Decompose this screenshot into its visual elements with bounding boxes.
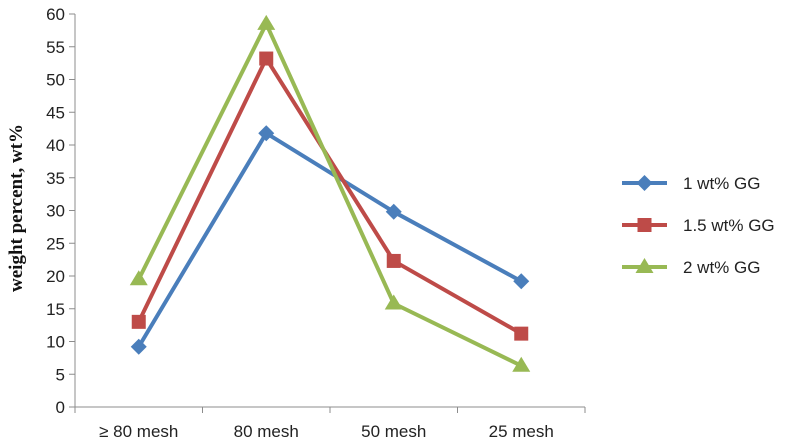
y-axis-label: weight percent, wt% — [6, 124, 27, 292]
y-tick-label: 0 — [56, 398, 65, 417]
x-axis: ≥ 80 mesh 80 mesh 50 mesh 25 mesh — [75, 407, 585, 441]
legend-item: 1.5 wt% GG — [622, 216, 775, 235]
legend-label: 1 wt% GG — [683, 174, 760, 193]
y-tick-label: 5 — [56, 365, 65, 384]
x-tick-label: 80 mesh — [234, 422, 299, 441]
data-point-marker — [513, 273, 529, 289]
legend-marker — [638, 218, 652, 232]
x-tick-label: ≥ 80 mesh — [99, 422, 178, 441]
line-chart: 0 5 10 15 20 25 30 35 40 45 50 55 60 ≥ 80 mesh 80 mes… — [0, 0, 800, 443]
y-tick-label: 40 — [46, 136, 65, 155]
legend-item: 2 wt% GG — [622, 258, 760, 277]
series-line — [139, 59, 522, 334]
data-point-marker — [514, 327, 528, 341]
x-tick-label: 25 mesh — [489, 422, 554, 441]
y-tick-label: 30 — [46, 202, 65, 221]
y-tick-label: 15 — [46, 300, 65, 319]
y-tick-label: 55 — [46, 38, 65, 57]
y-axis: 0 5 10 15 20 25 30 35 40 45 50 55 60 — [46, 5, 75, 417]
legend: 1 wt% GG 1.5 wt% GG 2 wt% GG — [622, 174, 775, 277]
y-tick-label: 35 — [46, 169, 65, 188]
data-point-marker — [259, 52, 273, 66]
data-point-marker — [130, 270, 148, 285]
series-2 — [132, 52, 529, 341]
y-tick-label: 25 — [46, 234, 65, 253]
series-line — [139, 24, 522, 366]
y-tick-label: 45 — [46, 103, 65, 122]
y-tick-label: 50 — [46, 71, 65, 90]
legend-label: 1.5 wt% GG — [683, 216, 775, 235]
series-3 — [130, 15, 531, 372]
legend-label: 2 wt% GG — [683, 258, 760, 277]
data-point-marker — [387, 254, 401, 268]
legend-item: 1 wt% GG — [622, 174, 760, 193]
y-tick-label: 20 — [46, 267, 65, 286]
data-point-marker — [257, 15, 275, 30]
y-tick-label: 60 — [46, 5, 65, 24]
x-tick-label: 50 mesh — [361, 422, 426, 441]
legend-marker — [637, 175, 653, 191]
data-point-marker — [385, 295, 403, 310]
y-tick-label: 10 — [46, 333, 65, 352]
series-layer — [130, 15, 531, 372]
data-point-marker — [132, 315, 146, 329]
